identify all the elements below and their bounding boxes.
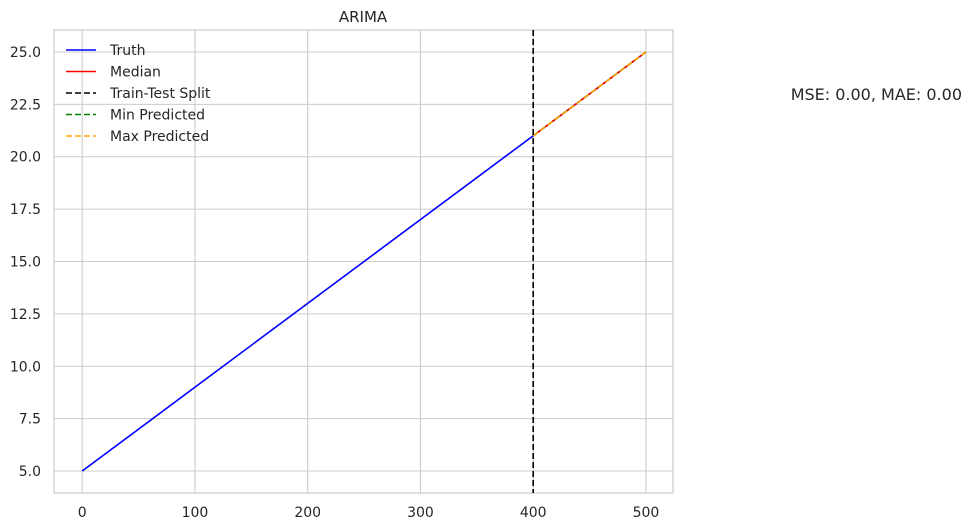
- x-tick-label: 0: [78, 505, 87, 521]
- y-tick-label: 20.0: [10, 150, 41, 166]
- grid-lines: [54, 30, 673, 493]
- legend: Truth Median Train-Test Split Min Predicted…: [66, 43, 211, 145]
- metrics-annotation: MSE: 0.00, MAE: 0.00: [791, 85, 962, 104]
- y-tick-label: 7.5: [19, 412, 41, 428]
- legend-label-truth: Truth: [109, 43, 146, 59]
- plot-area-frame: [53, 29, 674, 494]
- series-line-max-predicted: [532, 51, 647, 137]
- y-tick-label: 10.0: [10, 359, 41, 375]
- x-tick-label: 200: [294, 505, 321, 521]
- y-tick-label: 5.0: [19, 464, 41, 480]
- y-tick-label: 12.5: [10, 307, 41, 323]
- y-tick-label: 25.0: [10, 45, 41, 61]
- legend-label-median: Median: [110, 65, 161, 81]
- chart-title: ARIMA: [339, 8, 388, 26]
- x-tick-label: 100: [182, 505, 209, 521]
- y-axis-ticks: 5.0 7.5 10.0 12.5 15.0 17.5 20.0 22.5 25.0: [10, 45, 41, 480]
- y-tick-label: 22.5: [10, 97, 41, 113]
- x-tick-label: 300: [407, 505, 434, 521]
- x-axis-ticks: 0 100 200 300 400 500: [78, 505, 660, 521]
- series-layer: [81, 30, 647, 493]
- y-tick-label: 15.0: [10, 255, 41, 271]
- y-tick-label: 17.5: [10, 202, 41, 218]
- legend-label-max-predicted: Max Predicted: [110, 129, 209, 145]
- legend-label-train-test-split: Train-Test Split: [109, 86, 211, 102]
- legend-label-min-predicted: Min Predicted: [110, 108, 205, 124]
- x-tick-label: 400: [520, 505, 547, 521]
- x-tick-label: 500: [633, 505, 660, 521]
